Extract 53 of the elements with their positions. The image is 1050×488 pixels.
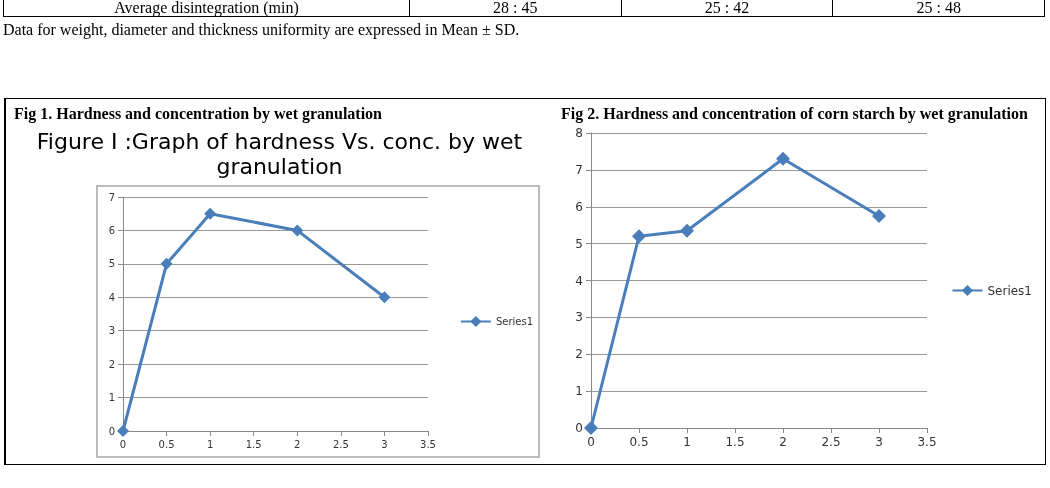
x-tick-label: 2 — [779, 435, 787, 449]
x-tick-label: 1.5 — [245, 438, 262, 450]
x-tick-label: 2.5 — [821, 435, 841, 449]
point — [872, 208, 886, 223]
x-tick-label: 1.5 — [725, 435, 745, 449]
y-tick-label: 6 — [108, 224, 115, 236]
text: 28 : 45 — [409, 0, 621, 16]
y-tick-label: 5 — [108, 258, 115, 270]
x-tick-label: 0.5 — [158, 438, 175, 450]
y-tick-label: 7 — [575, 162, 583, 177]
x-tick-label: 3 — [381, 438, 388, 450]
point — [378, 291, 391, 304]
point — [680, 223, 694, 238]
y-tick-label: 8 — [575, 126, 583, 140]
y-tick-label: 1 — [108, 392, 115, 404]
text: 25 : 48 — [832, 0, 1045, 16]
x-tick-label: 0 — [587, 435, 595, 449]
point — [160, 257, 173, 270]
y-tick-label: 4 — [108, 291, 115, 303]
chart-title: Fig 2. Hardness and concentration of corn starch by wet granulation — [561, 105, 1029, 123]
y-tick-label: 3 — [575, 310, 583, 325]
y-tick-label: 0 — [108, 425, 115, 437]
y-tick-label: 2 — [108, 358, 115, 370]
text: 25 : 42 — [620, 0, 833, 16]
x-tick-label: 0.5 — [629, 435, 649, 449]
chart-subtitle: Figure I :Graph of hardness Vs. conc. by wet granulation — [35, 129, 524, 179]
y-tick-label: 5 — [575, 236, 583, 251]
point — [584, 421, 598, 435]
y-tick-label: 7 — [108, 191, 115, 203]
legend-label: Series1 — [987, 283, 1033, 298]
point — [776, 151, 790, 166]
y-tick-label: 6 — [575, 199, 583, 214]
x-tick-label: 0 — [119, 438, 127, 450]
point — [204, 207, 217, 220]
text: Data for weight, diameter and thickness uniformity are expressed in Mean ± SD. — [3, 21, 521, 39]
x-tick-label: 3.5 — [420, 438, 436, 450]
x-tick-label: 2 — [294, 438, 301, 450]
x-tick-label: 2.5 — [332, 438, 349, 450]
text: Average disintegration (min) — [113, 0, 300, 16]
x-tick-label: 3 — [875, 435, 883, 449]
x-tick-label: 1 — [206, 438, 214, 450]
y-tick-label: 1 — [575, 384, 583, 399]
y-tick-label: 2 — [575, 347, 583, 362]
point — [291, 224, 304, 237]
point — [117, 425, 129, 437]
chart-title: Fig 1. Hardness and concentration by wet granulation — [14, 105, 383, 123]
y-tick-label: 3 — [108, 325, 115, 337]
x-tick-label: 3.5 — [917, 435, 937, 449]
y-tick-label: 4 — [575, 273, 583, 288]
point — [632, 229, 646, 244]
x-tick-label: 1 — [683, 435, 691, 449]
y-tick-label: 0 — [575, 421, 583, 435]
legend-label: Series1 — [495, 316, 534, 327]
